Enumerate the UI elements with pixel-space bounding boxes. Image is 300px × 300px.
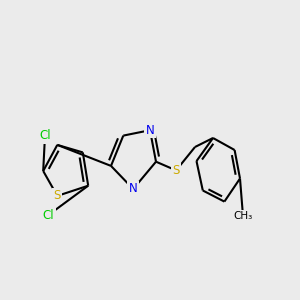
Text: Cl: Cl <box>39 129 51 142</box>
Text: CH₃: CH₃ <box>233 211 253 221</box>
Text: N: N <box>129 182 138 196</box>
Text: S: S <box>54 189 61 203</box>
Text: N: N <box>146 124 154 137</box>
Text: S: S <box>172 164 180 177</box>
Text: Cl: Cl <box>43 208 54 222</box>
